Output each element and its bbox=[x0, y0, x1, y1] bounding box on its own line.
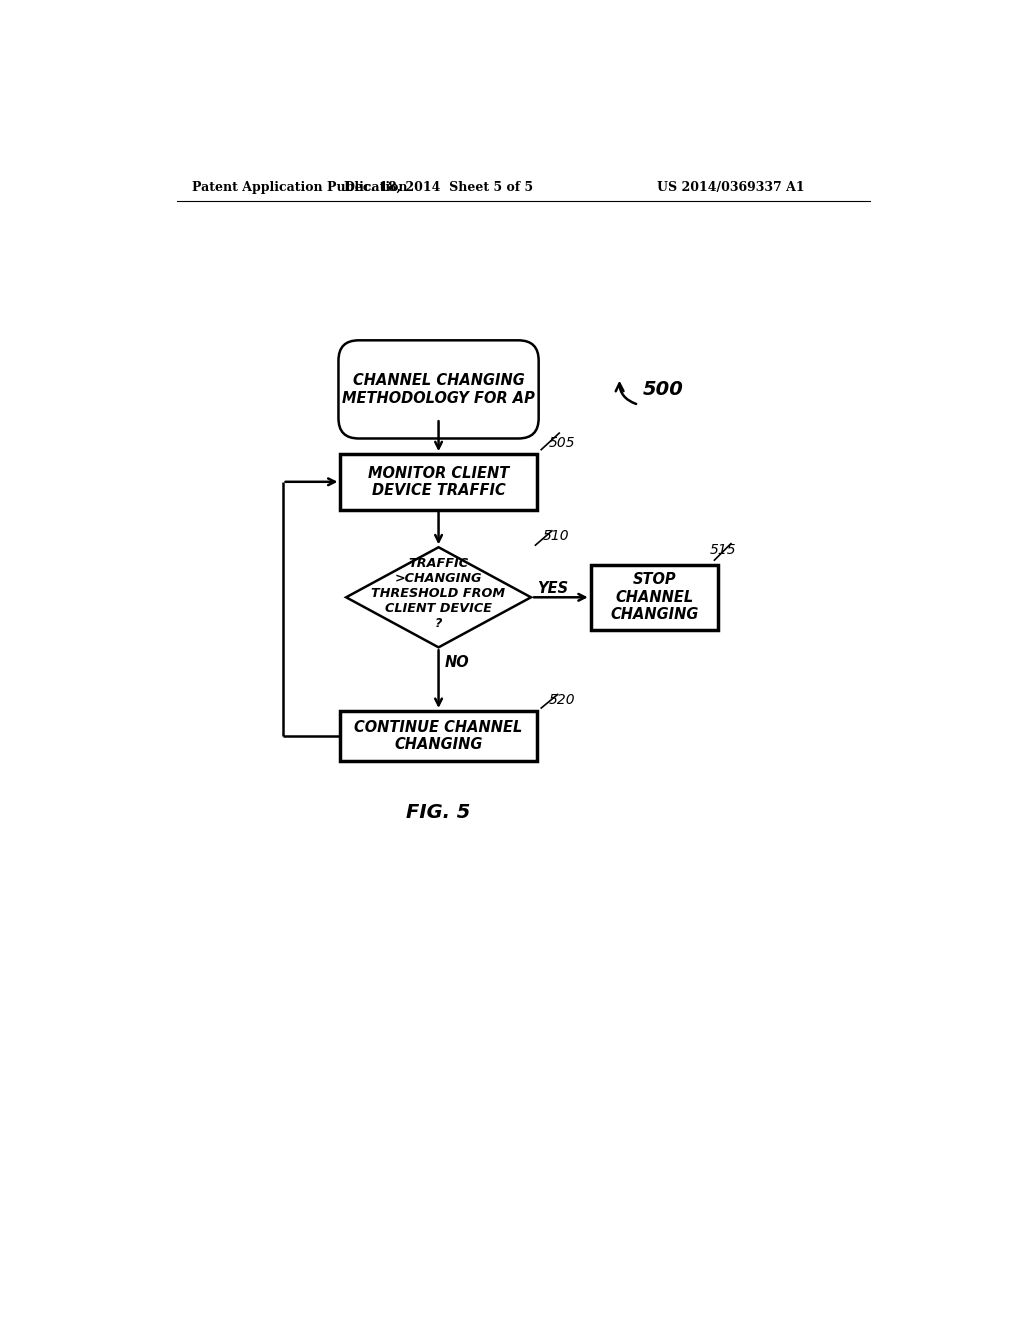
Text: Patent Application Publication: Patent Application Publication bbox=[193, 181, 408, 194]
Text: FIG. 5: FIG. 5 bbox=[407, 804, 471, 822]
Text: 505: 505 bbox=[548, 436, 574, 450]
Text: 520: 520 bbox=[548, 693, 574, 708]
Text: 500: 500 bbox=[643, 380, 683, 399]
Text: TRAFFIC
>CHANGING
THRESHOLD FROM
CLIENT DEVICE
?: TRAFFIC >CHANGING THRESHOLD FROM CLIENT … bbox=[372, 557, 506, 630]
Bar bbox=[340, 711, 537, 760]
FancyBboxPatch shape bbox=[339, 341, 539, 438]
Bar bbox=[340, 454, 537, 510]
Text: 510: 510 bbox=[543, 529, 569, 544]
Text: Dec. 18, 2014  Sheet 5 of 5: Dec. 18, 2014 Sheet 5 of 5 bbox=[344, 181, 534, 194]
Polygon shape bbox=[346, 548, 531, 647]
Text: YES: YES bbox=[538, 581, 568, 595]
Text: CHANNEL CHANGING
METHODOLOGY FOR AP: CHANNEL CHANGING METHODOLOGY FOR AP bbox=[342, 374, 535, 405]
Text: NO: NO bbox=[444, 655, 469, 671]
Text: STOP
CHANNEL
CHANGING: STOP CHANNEL CHANGING bbox=[610, 573, 698, 622]
Text: US 2014/0369337 A1: US 2014/0369337 A1 bbox=[657, 181, 805, 194]
Text: MONITOR CLIENT
DEVICE TRAFFIC: MONITOR CLIENT DEVICE TRAFFIC bbox=[368, 466, 509, 498]
Text: CONTINUE CHANNEL
CHANGING: CONTINUE CHANNEL CHANGING bbox=[354, 719, 522, 752]
Bar bbox=[591, 565, 718, 630]
Text: 515: 515 bbox=[710, 543, 736, 557]
